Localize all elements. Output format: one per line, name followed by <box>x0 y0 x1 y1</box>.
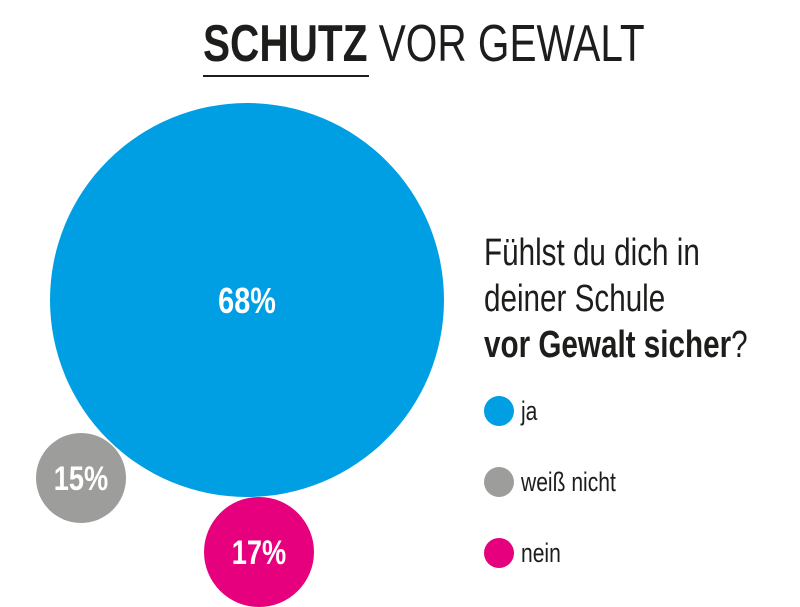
legend-item: ja <box>484 396 542 426</box>
question-line-1: Fühlst du dich in <box>484 232 700 274</box>
data-label: 68% <box>218 280 276 321</box>
legend-label: ja <box>521 395 538 426</box>
question-mark: ? <box>731 324 748 366</box>
legend-item: nein <box>484 538 572 568</box>
title-regular: VOR GEWALT <box>378 15 645 73</box>
question-bold: vor Gewalt sicher <box>484 324 732 366</box>
chart-title: SCHUTZ VOR GEWALT <box>203 14 769 74</box>
data-label: 17% <box>232 533 286 572</box>
title-underline <box>203 75 369 77</box>
legend-label: weiß nicht <box>521 466 616 497</box>
legend-swatch <box>484 538 514 568</box>
bubble-weiß-nicht <box>36 433 126 523</box>
legend-item: weiß nicht <box>484 467 643 497</box>
legend-swatch <box>484 396 514 426</box>
question-line-3: vor Gewalt sicher? <box>484 322 748 368</box>
legend-swatch <box>484 467 514 497</box>
bubble-ja <box>50 103 444 497</box>
bubble-nein <box>204 497 314 607</box>
question-line-2: deiner Schule <box>484 278 666 320</box>
data-label: 15% <box>54 459 108 498</box>
chart-question: Fühlst du dich in deiner Schule vor Gewa… <box>484 230 800 368</box>
title-bold: SCHUTZ <box>203 15 368 73</box>
legend-label: nein <box>521 537 561 568</box>
